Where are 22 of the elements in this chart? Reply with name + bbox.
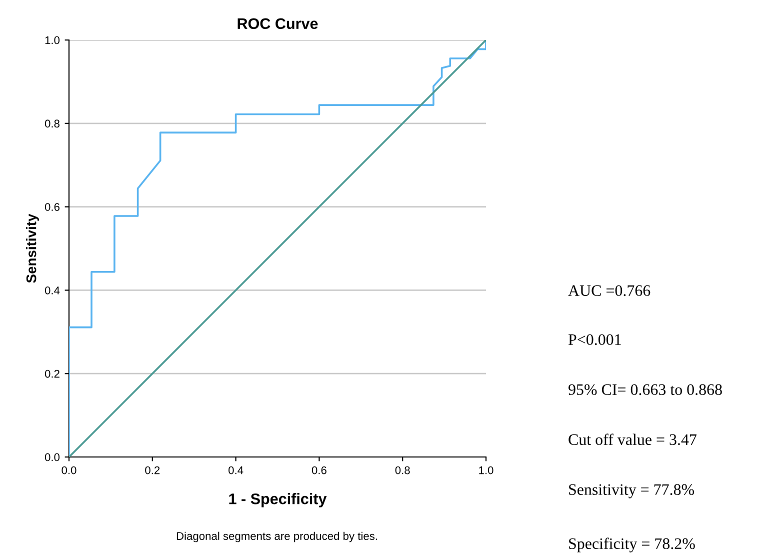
text: Sensitivity = 77.8% xyxy=(569,484,694,498)
text: 95% CI= 0.663 to 0.868 xyxy=(568,384,722,396)
y-tick-label: 0.6 xyxy=(44,203,60,211)
text: P<0.001 xyxy=(568,334,621,346)
x-tick-label: 0.0 xyxy=(62,466,76,474)
x-tick-label: 0.2 xyxy=(145,466,160,474)
chart-title: ROC Curve xyxy=(238,18,318,30)
text: Diagonal segments are produced by ties. xyxy=(176,532,377,542)
text: AUC =0.766 xyxy=(568,285,650,296)
y-tick-label: 0.4 xyxy=(44,286,60,294)
y-tick-label: 0.8 xyxy=(44,120,60,128)
y-tick-label: 1.0 xyxy=(45,36,60,44)
text: Cut off value = 3.47 xyxy=(568,434,696,446)
y-axis-title: Sensitivity xyxy=(26,214,39,283)
y-tick-label: 0.0 xyxy=(44,453,60,462)
x-tick-label: 1.0 xyxy=(479,466,494,474)
x-tick-label: 0.6 xyxy=(312,466,326,474)
x-tick-label: 0.4 xyxy=(228,466,244,474)
x-axis-title: 1 - Specificity xyxy=(229,493,327,508)
text: Specificity = 78.2% xyxy=(569,538,695,552)
y-tick-label: 0.2 xyxy=(44,370,60,378)
x-tick-label: 0.8 xyxy=(395,466,410,474)
